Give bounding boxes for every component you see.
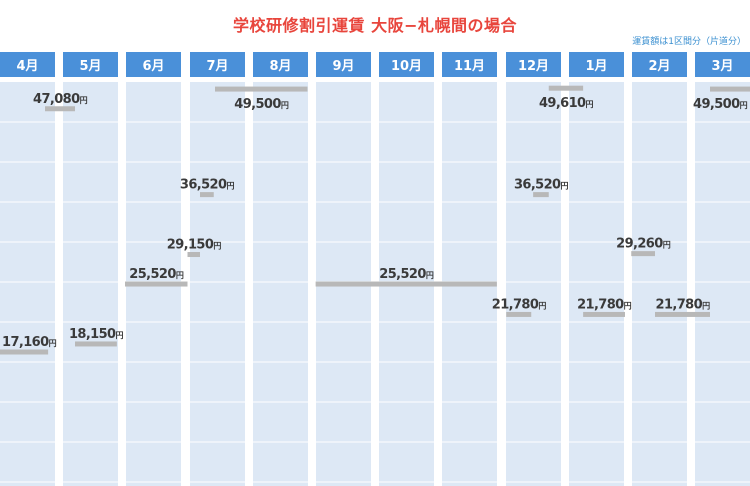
fare-label: 25,520円: [129, 267, 184, 282]
fare-bar: [533, 192, 549, 198]
fare-bar: [200, 192, 214, 198]
fare-bar: [506, 311, 532, 317]
month-header: [316, 52, 371, 77]
fare-label: 21,780円: [577, 297, 632, 312]
month-header: [63, 52, 118, 77]
fare-label: 29,150円: [167, 238, 222, 253]
month-column: [506, 82, 561, 486]
month-label: 10月: [391, 59, 422, 74]
month-header: [190, 52, 245, 77]
month-header: [632, 52, 687, 77]
month-column: [63, 82, 118, 486]
month-label: 12月: [518, 59, 549, 74]
fare-bar: [215, 86, 308, 92]
month-label: 1月: [585, 59, 607, 74]
month-label: 3月: [711, 59, 733, 74]
month-header: [126, 52, 181, 77]
fare-label: 47,080円: [33, 92, 88, 107]
yen-unit: 円: [281, 101, 289, 110]
fare-bar: [45, 106, 75, 112]
fare-bar: [631, 251, 655, 257]
yen-unit: 円: [213, 242, 221, 251]
month-header: [442, 52, 497, 77]
fare-bar: [583, 311, 625, 317]
chart-title: 学校研修割引運賃 大阪−札幌間の場合: [233, 16, 517, 35]
yen-unit: 円: [663, 241, 671, 250]
fare-label: 21,780円: [492, 297, 547, 312]
month-label: 8月: [269, 59, 291, 74]
yen-unit: 円: [702, 301, 710, 310]
month-header: [569, 52, 624, 77]
month-label: 6月: [142, 59, 164, 74]
yen-unit: 円: [226, 182, 234, 191]
yen-unit: 円: [116, 331, 124, 340]
fare-label: 18,150円: [69, 327, 124, 342]
fare-bar: [187, 252, 200, 258]
fare-label: 49,500円: [234, 97, 289, 112]
month-column: [253, 82, 308, 486]
yen-unit: 円: [624, 301, 632, 310]
month-label: 11月: [454, 59, 485, 74]
fare-bar: [548, 85, 584, 91]
month-header: [0, 52, 55, 77]
month-column: [695, 82, 750, 486]
fare-label: 49,500円: [693, 97, 748, 112]
fare-bar: [655, 311, 710, 317]
yen-unit: 円: [426, 271, 434, 280]
fare-label: 21,780円: [656, 297, 711, 312]
month-column: [569, 82, 624, 486]
month-label: 9月: [332, 59, 354, 74]
fare-label: 36,520円: [514, 178, 569, 193]
yen-unit: 円: [49, 339, 57, 348]
fare-label: 36,520円: [180, 178, 235, 193]
month-label: 5月: [79, 59, 101, 74]
yen-unit: 円: [176, 271, 184, 280]
month-label: 2月: [648, 59, 670, 74]
fare-label: 25,520円: [379, 267, 434, 282]
yen-unit: 円: [538, 301, 546, 310]
month-header: [506, 52, 561, 77]
month-header: [253, 52, 308, 77]
fare-bar: [75, 341, 117, 347]
month-column: [190, 82, 245, 486]
month-header: [695, 52, 750, 77]
fare-label: 49,610円: [539, 96, 594, 111]
yen-unit: 円: [561, 182, 569, 191]
fare-label: 29,260円: [616, 237, 671, 252]
month-label: 4月: [16, 59, 38, 74]
yen-unit: 円: [740, 101, 748, 110]
fare-bar: [315, 281, 497, 287]
month-label: 7月: [206, 59, 228, 74]
month-header: [379, 52, 434, 77]
month-column: [632, 82, 687, 486]
fare-bar: [710, 86, 750, 92]
month-column: [0, 82, 55, 486]
fare-bar: [125, 281, 188, 287]
fare-label: 17,160円: [2, 335, 57, 350]
fare-note: 運賃額は1区間分（片道分）: [632, 37, 746, 47]
yen-unit: 円: [586, 100, 594, 109]
fare-bar: [0, 349, 49, 355]
yen-unit: 円: [80, 96, 88, 105]
